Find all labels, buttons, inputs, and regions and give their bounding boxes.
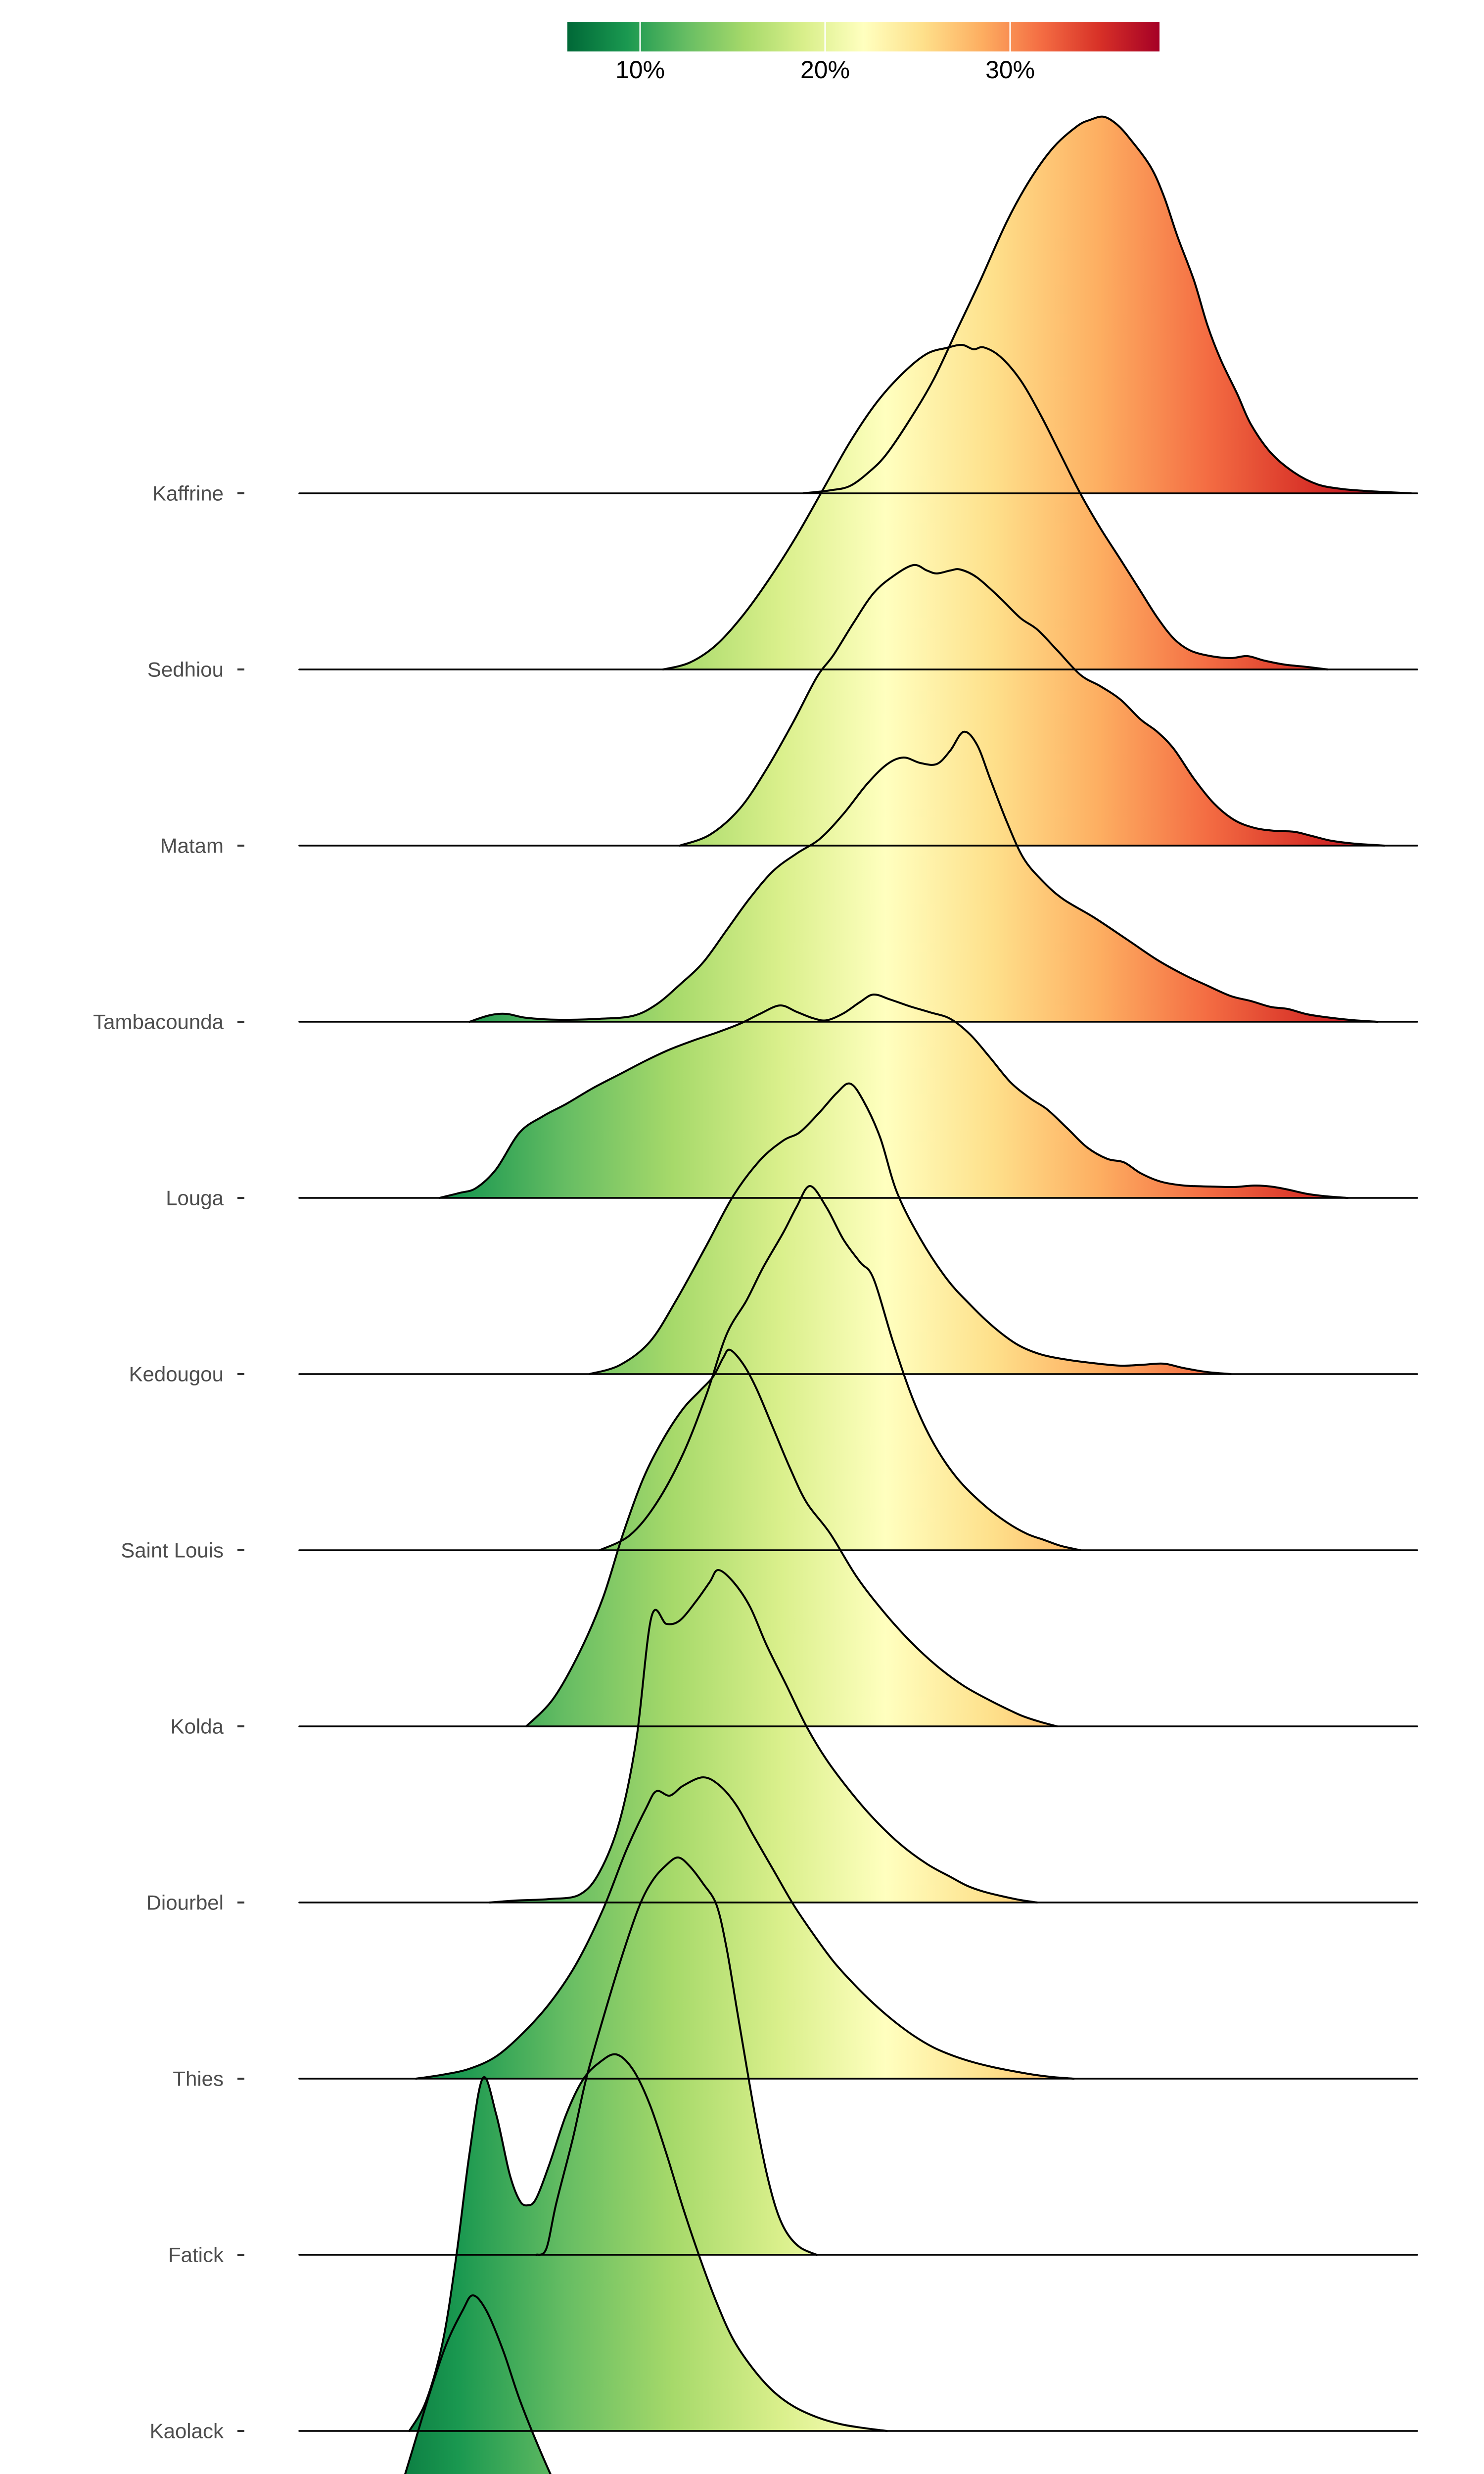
colorbar-label-10-: 10% [615,56,665,84]
ridge-outline-saint-louis [599,1185,1082,1551]
row-label-thies: Thies [173,2067,224,2091]
ridge-fill-diourbel [489,1570,1037,1903]
ridge-outline-kedougou [589,1082,1232,1375]
row-label-saint-louis: Saint Louis [121,1539,224,1562]
ridge-fill-thies [416,1777,1074,2079]
ridge-outline-dakar [404,2294,552,2474]
ridge-outline-matam [679,564,1386,847]
colorbar-gradient [567,22,1159,51]
ridge-outline-fatick [535,1856,818,2256]
ridge-outline-sedhiou [662,343,1329,670]
ridge-outline-kaolack [408,2053,888,2432]
ridge-fill-sedhiou [663,344,1328,669]
row-label-diourbel: Diourbel [146,1891,224,1914]
colorbar-label-30-: 30% [985,56,1035,84]
ridge-outline-kaffrine [802,115,1412,494]
row-label-kedougou: Kedougou [129,1363,224,1386]
row-label-tambacounda: Tambacounda [93,1010,224,1034]
row-label-kolda: Kolda [171,1715,224,1738]
ridge-fill-tambacounda [469,731,1378,1022]
ridge-fill-dakar [405,2295,551,2474]
ridge-fill-louga [439,994,1348,1198]
ridge-outline-louga [438,993,1349,1199]
ridge-fill-kaolack [409,2054,887,2431]
row-label-matam: Matam [160,834,224,857]
row-label-kaffrine: Kaffrine [152,482,224,505]
row-label-louga: Louga [166,1187,224,1210]
ridge-outline-kolda [525,1348,1058,1727]
row-label-fatick: Fatick [168,2243,224,2267]
row-label-sedhiou: Sedhiou [147,658,224,681]
ridge-outline-thies [415,1776,1075,2080]
ridge-fill-matam [680,565,1385,846]
colorbar-label-20-: 20% [800,56,850,84]
ridge-outline-diourbel [488,1569,1038,1903]
row-label-kaolack: Kaolack [150,2420,224,2443]
ridge-outline-tambacounda [468,730,1379,1023]
